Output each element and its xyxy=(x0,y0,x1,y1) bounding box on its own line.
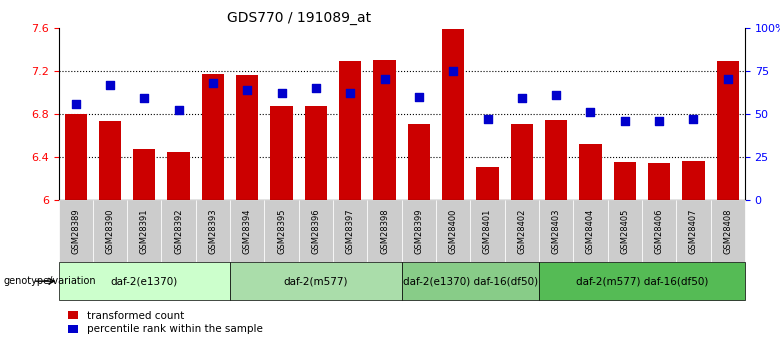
Point xyxy=(207,80,219,86)
Bar xyxy=(477,167,498,200)
Bar xyxy=(648,164,670,200)
Bar xyxy=(573,200,608,262)
Text: GSM28405: GSM28405 xyxy=(620,208,629,254)
Bar xyxy=(682,161,704,200)
Bar xyxy=(711,200,745,262)
Bar xyxy=(168,151,190,200)
Point xyxy=(104,82,116,87)
Point xyxy=(447,68,459,73)
Text: GSM28404: GSM28404 xyxy=(586,208,595,254)
Text: daf-2(m577): daf-2(m577) xyxy=(284,276,348,286)
Text: GSM28397: GSM28397 xyxy=(346,208,355,254)
Point xyxy=(687,116,700,122)
Bar xyxy=(58,262,230,300)
Bar xyxy=(676,200,711,262)
Bar xyxy=(99,121,121,200)
Text: GSM28394: GSM28394 xyxy=(243,208,252,254)
Title: GDS770 / 191089_at: GDS770 / 191089_at xyxy=(227,11,370,25)
Text: GSM28390: GSM28390 xyxy=(105,208,115,254)
Legend: transformed count, percentile rank within the sample: transformed count, percentile rank withi… xyxy=(64,307,267,338)
Point xyxy=(481,116,494,122)
Bar xyxy=(236,75,258,200)
Point xyxy=(722,77,734,82)
Point xyxy=(516,96,528,101)
Bar xyxy=(202,74,224,200)
Point xyxy=(344,90,356,96)
Bar xyxy=(580,144,601,200)
Bar xyxy=(299,200,333,262)
Text: daf-2(e1370): daf-2(e1370) xyxy=(111,276,178,286)
Text: GSM28407: GSM28407 xyxy=(689,208,698,254)
Text: GSM28392: GSM28392 xyxy=(174,208,183,254)
Bar xyxy=(608,200,642,262)
Text: GSM28399: GSM28399 xyxy=(414,208,424,254)
Point xyxy=(69,101,82,106)
Bar xyxy=(505,200,539,262)
Point xyxy=(413,94,425,99)
Bar xyxy=(539,262,745,300)
Bar xyxy=(271,106,292,200)
Text: GSM28401: GSM28401 xyxy=(483,208,492,254)
Text: genotype/variation: genotype/variation xyxy=(4,276,97,286)
Text: GSM28400: GSM28400 xyxy=(448,208,458,254)
Bar xyxy=(402,262,539,300)
Bar xyxy=(196,200,230,262)
Text: GSM28389: GSM28389 xyxy=(71,208,80,254)
Bar xyxy=(614,162,636,200)
Text: GSM28393: GSM28393 xyxy=(208,208,218,254)
Point xyxy=(275,90,288,96)
Bar xyxy=(402,200,436,262)
Bar xyxy=(408,124,430,200)
Text: GSM28403: GSM28403 xyxy=(551,208,561,254)
Bar xyxy=(264,200,299,262)
Point xyxy=(138,96,151,101)
Point xyxy=(241,87,254,92)
Bar xyxy=(539,200,573,262)
Text: GSM28408: GSM28408 xyxy=(723,208,732,254)
Text: GSM28398: GSM28398 xyxy=(380,208,389,254)
Bar xyxy=(470,200,505,262)
Bar xyxy=(58,200,93,262)
Point xyxy=(310,85,322,91)
Point xyxy=(172,108,185,113)
Bar xyxy=(161,200,196,262)
Text: GSM28395: GSM28395 xyxy=(277,208,286,254)
Bar xyxy=(305,106,327,200)
Bar xyxy=(442,29,464,200)
Bar xyxy=(133,149,155,200)
Point xyxy=(378,77,391,82)
Text: daf-2(m577) daf-16(df50): daf-2(m577) daf-16(df50) xyxy=(576,276,708,286)
Bar xyxy=(436,200,470,262)
Bar xyxy=(511,124,533,200)
Text: GSM28396: GSM28396 xyxy=(311,208,321,254)
Point xyxy=(653,118,665,124)
Bar xyxy=(127,200,161,262)
Bar xyxy=(717,61,739,200)
Text: daf-2(e1370) daf-16(df50): daf-2(e1370) daf-16(df50) xyxy=(402,276,538,286)
Bar xyxy=(93,200,127,262)
Bar xyxy=(367,200,402,262)
Bar xyxy=(333,200,367,262)
Text: GSM28406: GSM28406 xyxy=(654,208,664,254)
Bar xyxy=(642,200,676,262)
Bar xyxy=(230,262,402,300)
Text: GSM28391: GSM28391 xyxy=(140,208,149,254)
Point xyxy=(550,92,562,98)
Bar xyxy=(230,200,264,262)
Bar xyxy=(339,61,361,200)
Bar xyxy=(65,114,87,200)
Text: GSM28402: GSM28402 xyxy=(517,208,526,254)
Point xyxy=(619,118,631,124)
Bar xyxy=(545,120,567,200)
Bar xyxy=(374,60,395,200)
Point xyxy=(584,109,597,115)
